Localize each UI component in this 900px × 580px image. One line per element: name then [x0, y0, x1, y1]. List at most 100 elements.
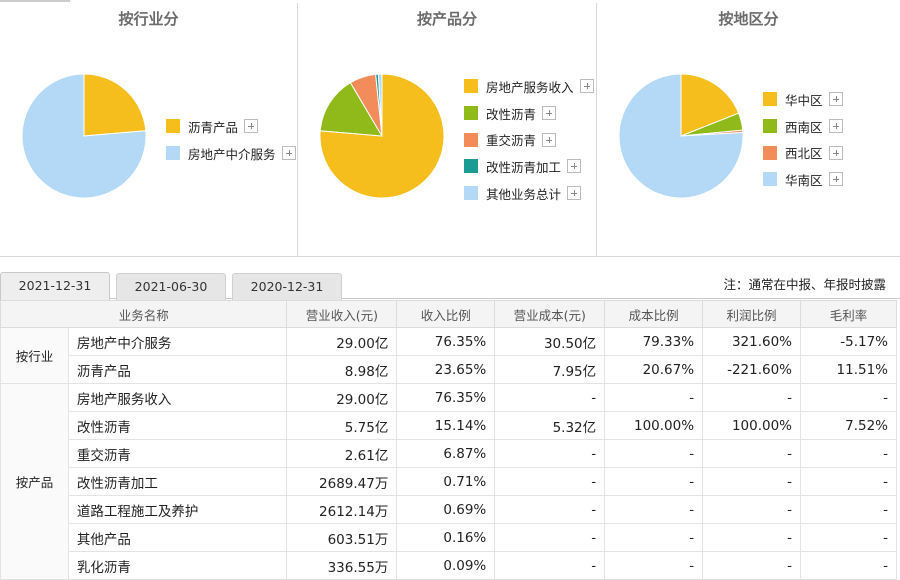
tab-2021-12-31[interactable]: 2021-12-31: [0, 272, 110, 300]
cell-business-name: 其他产品: [67, 523, 288, 552]
cell-cost-ratio: 79.33%: [604, 327, 704, 356]
header-revenue: 营业收入(元): [286, 300, 398, 328]
cell-gross-margin: 7.52%: [800, 411, 897, 440]
chart-panels: 按行业分 沥青产品 房地产中介服务 按产品分 房地产服务收入 改性沥青 重交沥青 改性沥…: [0, 3, 900, 257]
cell-cost: 7.95亿: [494, 355, 606, 384]
tab-2021-06-30[interactable]: 2021-06-30: [116, 273, 226, 300]
expand-plus-icon[interactable]: [542, 132, 557, 147]
cell-revenue: 5.75亿: [286, 411, 398, 440]
cell-cost-ratio: -: [604, 523, 704, 552]
expand-plus-icon[interactable]: [828, 172, 843, 187]
cell-gross-margin: 11.51%: [800, 355, 897, 384]
pie-slice[interactable]: [680, 73, 740, 137]
legend-swatch: [464, 186, 478, 201]
table-row: 沥青产品 8.98亿 23.65% 7.95亿 20.67% -221.60% 11.51%: [1, 355, 897, 384]
legend-swatch: [763, 145, 777, 160]
panel-title: 按地区分: [718, 10, 779, 28]
legend-label: 重交沥青: [486, 133, 537, 149]
cell-cost: -: [494, 523, 606, 552]
table-header-row: 业务名称 营业收入(元) 收入比例 营业成本(元) 成本比例 利润比例 毛利率: [0, 300, 897, 328]
header-gross-margin: 毛利率: [800, 300, 897, 328]
cell-revenue: 2612.14万: [286, 495, 398, 524]
pie-slice[interactable]: [83, 73, 147, 137]
legend-item[interactable]: 改性沥青加工: [464, 153, 594, 180]
expand-plus-icon[interactable]: [828, 145, 843, 160]
legend-label: 其他业务总计: [486, 186, 562, 202]
cell-profit-ratio: -: [702, 467, 802, 496]
cell-profit-ratio: -: [702, 523, 802, 552]
pie-slice[interactable]: [319, 81, 383, 137]
cell-gross-margin: -: [800, 523, 897, 552]
legend-item[interactable]: 华中区: [763, 86, 843, 113]
cell-business-name: 沥青产品: [67, 355, 288, 384]
expand-plus-icon[interactable]: [567, 159, 582, 174]
cell-revenue-ratio: 76.35%: [396, 327, 496, 356]
cell-profit-ratio: -: [702, 495, 802, 524]
legend-product: 房地产服务收入改性沥青重交沥青改性沥青加工其他业务总计: [464, 73, 594, 206]
cell-gross-margin: -: [800, 383, 897, 412]
panel-title: 按产品分: [416, 10, 477, 28]
legend-swatch: [166, 146, 180, 161]
legend-swatch: [166, 119, 180, 134]
legend-label: 沥青产品: [188, 119, 239, 135]
legend-swatch: [464, 106, 478, 121]
cell-revenue-ratio: 15.14%: [396, 411, 496, 440]
business-composition-table: 业务名称 营业收入(元) 收入比例 营业成本(元) 成本比例 利润比例 毛利率 …: [0, 300, 897, 580]
pie-chart-product: [319, 73, 445, 199]
legend-label: 改性沥青: [486, 106, 537, 122]
legend-item[interactable]: 西南区: [763, 113, 843, 140]
legend-item[interactable]: 改性沥青: [464, 100, 594, 127]
cell-cost-ratio: 20.67%: [604, 355, 704, 384]
cell-cost-ratio: -: [604, 495, 704, 524]
expand-plus-icon[interactable]: [542, 106, 557, 121]
cell-cost: -: [494, 439, 606, 468]
cell-gross-margin: -: [800, 495, 897, 524]
cell-business-name: 道路工程施工及养护: [67, 495, 288, 524]
cell-revenue-ratio: 23.65%: [396, 355, 496, 384]
cell-profit-ratio: 321.60%: [702, 327, 802, 356]
disclosure-note: 注：通常在中报、年报时披露: [723, 277, 886, 292]
expand-plus-icon[interactable]: [281, 146, 296, 161]
cell-cost: -: [494, 495, 606, 524]
table-row: 乳化沥青 336.55万 0.09% - - - -: [1, 551, 897, 580]
table-body: 按行业 房地产中介服务 29.00亿 76.35% 30.50亿 79.33% 321.60…: [0, 327, 897, 580]
cell-profit-ratio: -221.60%: [702, 355, 802, 384]
pie-slice[interactable]: [21, 73, 147, 199]
legend-swatch: [763, 172, 777, 187]
cell-revenue: 29.00亿: [286, 383, 398, 412]
cell-revenue-ratio: 0.09%: [396, 551, 496, 580]
cell-cost-ratio: 100.00%: [604, 411, 704, 440]
cell-business-name: 改性沥青: [67, 411, 288, 440]
cell-gross-margin: -5.17%: [800, 327, 897, 356]
pie-slice[interactable]: [618, 73, 744, 199]
legend-item[interactable]: 其他业务总计: [464, 180, 594, 207]
expand-plus-icon[interactable]: [244, 119, 259, 134]
cell-revenue-ratio: 76.35%: [396, 383, 496, 412]
expand-plus-icon[interactable]: [828, 119, 843, 134]
legend-swatch: [763, 92, 777, 107]
legend-swatch: [464, 159, 478, 174]
group-label: 按产品: [0, 383, 69, 580]
cell-revenue-ratio: 0.71%: [396, 467, 496, 496]
expand-plus-icon[interactable]: [579, 79, 594, 94]
legend-item[interactable]: 重交沥青: [464, 126, 594, 153]
cell-revenue: 8.98亿: [286, 355, 398, 384]
legend-item[interactable]: 房地产中介服务: [166, 140, 296, 167]
cell-business-name: 改性沥青加工: [67, 467, 288, 496]
cell-revenue: 2.61亿: [286, 439, 398, 468]
legend-label: 西南区: [785, 119, 823, 135]
pie-slice[interactable]: [377, 73, 383, 137]
expand-plus-icon[interactable]: [567, 186, 582, 201]
panel-by-region: 按地区分 华中区西南区西北区 华南区: [597, 3, 900, 257]
table-row: 重交沥青 2.61亿 6.87% - - - -: [1, 439, 897, 468]
legend-item[interactable]: 房地产服务收入: [464, 73, 594, 100]
legend-item[interactable]: 西北区: [763, 139, 843, 166]
top-divider: [0, 0, 900, 3]
tab-2020-12-31[interactable]: 2020-12-31: [232, 273, 342, 300]
legend-item[interactable]: 华南区: [763, 166, 843, 193]
legend-label: 华中区: [785, 92, 823, 108]
cell-profit-ratio: -: [702, 439, 802, 468]
expand-plus-icon[interactable]: [828, 92, 843, 107]
legend-swatch: [763, 119, 777, 134]
legend-item[interactable]: 沥青产品: [166, 113, 296, 140]
